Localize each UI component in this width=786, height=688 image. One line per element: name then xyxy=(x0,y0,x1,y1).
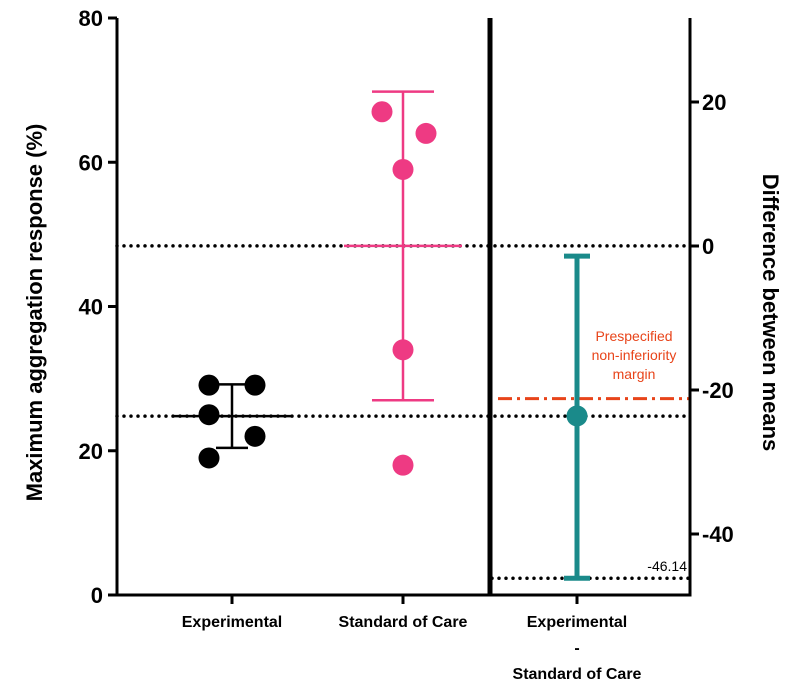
point-1-5 xyxy=(198,447,220,469)
margin-label-line-2: non-inferiority xyxy=(592,347,677,363)
point-2-4 xyxy=(392,339,414,361)
left-tick-label-4: 60 xyxy=(79,150,103,175)
left-tick-label-5: 80 xyxy=(79,6,103,31)
data-points xyxy=(198,101,588,476)
point-1-4 xyxy=(244,425,266,447)
axes xyxy=(108,16,699,604)
left-tick-label-3: 40 xyxy=(79,295,103,320)
point-1-1 xyxy=(198,374,220,396)
left-axis-title: Maximum aggregation response (%) xyxy=(22,124,47,502)
difference-label-line-2: - xyxy=(574,640,579,657)
margin-label-line-1: Prespecified xyxy=(595,328,672,344)
error-bars xyxy=(173,90,590,581)
left-tick-label-1: 0 xyxy=(91,583,103,608)
right-tick-label-4: 20 xyxy=(702,90,726,115)
margin-label-line-3: margin xyxy=(613,366,656,382)
point-2-2 xyxy=(415,122,437,144)
point-2-1 xyxy=(371,101,393,123)
left-tick-label-2: 20 xyxy=(79,439,103,464)
right-tick-label-1: -40 xyxy=(702,522,734,547)
difference-label-line-1: Experimental xyxy=(527,614,627,631)
point-1-2 xyxy=(244,374,266,396)
point-2-5 xyxy=(392,454,414,476)
ci-low-label: -46.14 xyxy=(647,558,687,574)
labels: 0 20 40 60 80 -40 -20 0 20 Experimental Standard o… xyxy=(22,6,783,683)
point-2-3 xyxy=(392,158,414,180)
right-tick-label-2: -20 xyxy=(702,378,734,403)
right-axis-title: Difference between means xyxy=(758,174,783,452)
category-label-2: Standard of Care xyxy=(339,614,468,631)
right-tick-label-3: 0 xyxy=(702,234,714,259)
category-label-1: Experimental xyxy=(182,614,282,631)
difference-label-line-3: Standard of Care xyxy=(513,666,642,683)
point-1-3 xyxy=(198,404,220,426)
difference-estimate-point xyxy=(566,405,588,427)
